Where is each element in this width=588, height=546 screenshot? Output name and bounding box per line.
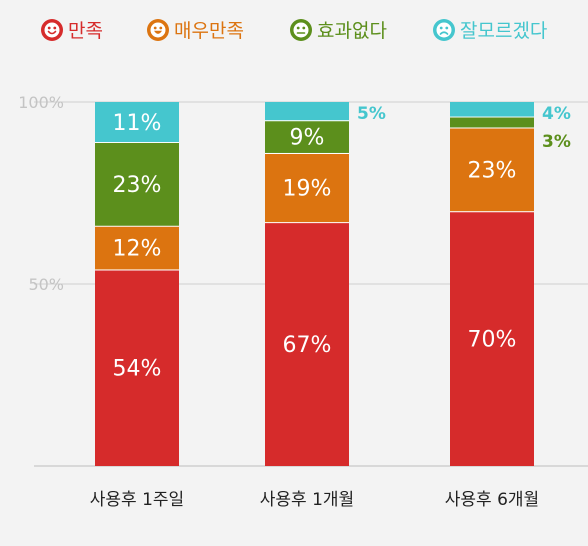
data-label: 12% <box>113 237 162 262</box>
bars: 54% 12% 23% 11% 67% 19% 9% 5% 70% 23% 3% 4% <box>95 102 571 466</box>
data-label: 9% <box>290 126 325 151</box>
bar-segment <box>265 102 349 121</box>
y-axis-ticks: 100% 50% <box>18 93 64 294</box>
bar-segment <box>265 222 349 466</box>
legend-label: 잘모르겠다 <box>460 20 547 42</box>
legend: 만족 매우만족 효과없다 잘모르겠다 <box>41 19 547 42</box>
data-label: 54% <box>113 357 162 382</box>
bar-segment <box>450 211 534 466</box>
bar-segment <box>450 127 534 212</box>
y-tick-label: 50% <box>28 275 64 294</box>
bar-segment <box>265 120 349 153</box>
data-label-outside: 5% <box>357 104 386 124</box>
data-label-outside: 3% <box>542 132 571 152</box>
legend-label: 만족 <box>68 20 103 42</box>
bar-segment <box>95 142 179 226</box>
big-smile-face-icon <box>147 19 169 41</box>
bar-segment <box>450 102 534 117</box>
data-label-outside: 4% <box>542 104 571 124</box>
x-category-label: 사용후 6개월 <box>445 490 539 510</box>
data-label: 23% <box>468 158 517 183</box>
bar-segment <box>265 152 349 223</box>
x-category-label: 사용후 1개월 <box>260 490 354 510</box>
neutral-face-icon <box>290 19 312 41</box>
data-label: 11% <box>113 111 162 136</box>
data-label: 23% <box>113 173 162 198</box>
data-label: 19% <box>283 177 332 202</box>
legend-label: 효과없다 <box>317 20 387 42</box>
confused-face-icon <box>433 19 455 41</box>
smiley-face-icon <box>41 19 63 41</box>
x-category-label: 사용후 1주일 <box>90 490 184 510</box>
bar-segment <box>450 116 534 128</box>
legend-item: 매우만족 <box>147 19 244 42</box>
data-label: 70% <box>468 328 517 353</box>
data-label: 67% <box>283 333 332 358</box>
y-tick-label: 100% <box>18 93 64 112</box>
legend-item: 잘모르겠다 <box>433 19 547 42</box>
legend-item: 효과없다 <box>290 19 387 42</box>
x-axis-labels: 사용후 1주일 사용후 1개월 사용후 6개월 <box>90 490 539 510</box>
legend-item: 만족 <box>41 19 103 42</box>
bar-segment <box>95 269 179 466</box>
bar-segment <box>95 225 179 270</box>
legend-label: 매우만족 <box>174 20 244 42</box>
bar-segment <box>95 102 179 143</box>
